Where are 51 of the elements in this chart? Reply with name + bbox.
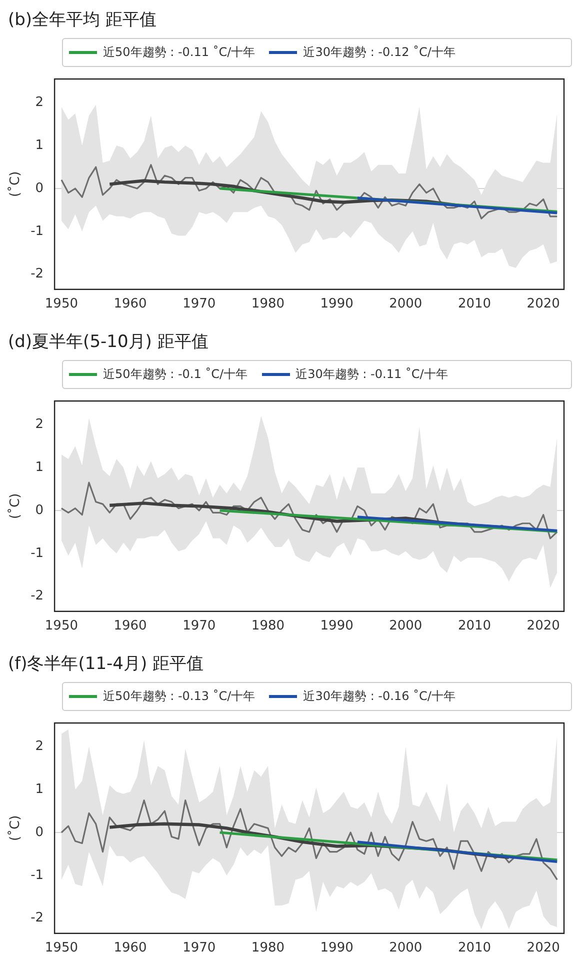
legend-label: 近30年趨勢 : -0.11 ˚C/十年 [296,366,448,383]
x-tick-label: 1960 [114,618,147,634]
chart-title: (b)全年平均 距平值 [8,9,158,32]
x-tick-label: 1980 [251,940,285,956]
legend-label: 近30年趨勢 : -0.12 ˚C/十年 [303,44,456,61]
x-tick-label: 1950 [44,940,78,956]
y-tick-label: -1 [30,546,44,561]
y-axis-title: (˚C) [7,493,24,520]
legend-label: 近30年趨勢 : -0.16 ˚C/十年 [303,688,456,705]
x-tick-label: 2020 [526,940,560,956]
y-tick-label: 1 [35,460,44,475]
y-axis-title: (˚C) [7,171,24,198]
x-tick-label: 1980 [251,296,285,312]
y-tick-label: 2 [35,738,44,754]
y-tick-label: 2 [35,416,44,432]
x-tick-label: 1970 [182,618,216,634]
x-tick-label: 1990 [320,296,354,312]
legend-label: 近50年趨勢 : -0.1 ˚C/十年 [103,366,248,383]
chart-title: (f)冬半年(11-4月) 距平值 [8,653,204,676]
x-tick-label: 2010 [458,296,492,312]
x-tick-label: 2020 [526,618,560,634]
y-tick-label: 1 [35,138,44,153]
x-tick-label: 1990 [320,940,354,956]
y-axis-title: (˚C) [7,815,24,842]
x-tick-label: 2010 [458,940,492,956]
x-tick-label: 2010 [458,618,492,634]
y-tick-label: -1 [30,224,44,239]
y-tick-label: -2 [30,588,44,604]
legend-label: 近50年趨勢 : -0.11 ˚C/十年 [103,44,256,61]
y-tick-label: -2 [30,266,44,282]
x-tick-label: 2020 [526,296,560,312]
x-tick-label: 1960 [114,940,147,956]
x-tick-label: 1950 [44,296,78,312]
y-tick-label: -1 [30,868,44,883]
x-tick-label: 1960 [114,296,147,312]
x-tick-label: 1950 [44,618,78,634]
x-tick-label: 2000 [389,296,422,312]
x-tick-label: 2000 [389,940,422,956]
y-tick-label: 0 [35,502,44,518]
chart-title: (d)夏半年(5-10月) 距平值 [8,331,210,354]
y-tick-label: -2 [30,910,44,926]
x-tick-label: 1980 [251,618,285,634]
x-tick-label: 2000 [389,618,422,634]
y-tick-label: 2 [35,94,44,110]
y-tick-label: 1 [35,782,44,797]
x-tick-label: 1990 [320,618,354,634]
y-tick-label: 0 [35,180,44,196]
legend-label: 近50年趨勢 : -0.13 ˚C/十年 [103,688,256,705]
x-tick-label: 1970 [182,296,216,312]
y-tick-label: 0 [35,824,44,840]
x-tick-label: 1970 [182,940,216,956]
